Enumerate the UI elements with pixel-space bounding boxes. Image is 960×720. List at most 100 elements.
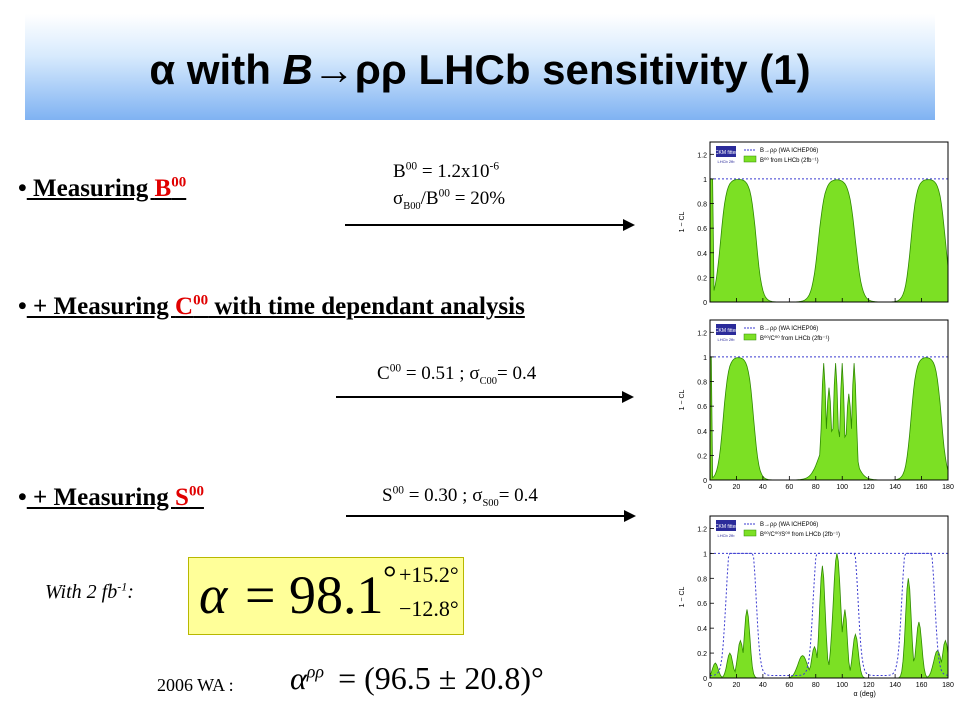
c00-sup: 00	[389, 362, 402, 375]
x-tick-label: 120	[863, 682, 875, 689]
s00-val: = 0.30 ; σ	[403, 485, 483, 506]
title-arrow: →	[312, 46, 355, 93]
bullet-lead: Measuring	[26, 175, 155, 202]
b00-text: = 1.2x10	[417, 161, 490, 182]
result-plus-error: +15.2°	[399, 562, 459, 587]
x-tick-label: 100	[836, 682, 848, 689]
y-tick-label: 0.4	[697, 626, 707, 633]
x-tick-label: 140	[889, 682, 901, 689]
wa-label: 2006 WA :	[157, 675, 234, 695]
x-tick-label: 80	[812, 484, 820, 491]
bullet-measuring-c00: • + Measuring C00 with time dependant an…	[18, 292, 525, 322]
title-rest: LHCb sensitivity (1)	[406, 46, 811, 93]
slide-title: α with B→ρρ LHCb sensitivity (1)	[25, 44, 935, 96]
result-minus-error: −12.8°	[399, 596, 459, 621]
x-tick-label: 180	[942, 484, 954, 491]
title-alpha: α	[149, 46, 176, 93]
plot-background	[676, 508, 960, 720]
x-tick-label: 60	[785, 682, 793, 689]
bullet-measuring-s00: • + Measuring S00	[18, 483, 204, 513]
s00-note: S00 = 0.30 ; σS00= 0.4	[382, 484, 538, 509]
c00-sub: C00	[479, 375, 497, 387]
bullet-red-text: B	[154, 175, 172, 202]
cl-filled-region	[709, 178, 949, 303]
y-axis-label: 1 − CL	[679, 389, 686, 410]
x-tick-label: 60	[785, 484, 793, 491]
bullet-red: B00	[155, 175, 187, 202]
y-tick-label: 0.2	[697, 275, 707, 282]
y-tick-label: 1.2	[697, 152, 707, 159]
s00-err: = 0.4	[498, 485, 538, 506]
y-axis-label: 1 − CL	[679, 586, 686, 607]
bullet-red-sup: 00	[188, 483, 204, 500]
with-label-sup: -1	[117, 579, 128, 594]
b00-symbol: B	[393, 161, 406, 182]
x-tick-label: 40	[759, 484, 767, 491]
x-tick-label: 0	[708, 682, 712, 689]
ckm-logo	[716, 324, 736, 335]
b00-err-text: /B	[420, 188, 439, 209]
arrow-s00	[346, 510, 636, 522]
ckm-logo-sub: LHCb 2fb	[718, 533, 736, 538]
arrow-c00	[336, 391, 634, 403]
y-tick-label: 0.4	[697, 429, 707, 436]
s00-sup: 00	[392, 484, 404, 497]
legend-fill-swatch	[743, 333, 757, 341]
legend-fill-label: B⁰⁰/C⁰⁰/S⁰⁰ from LHCb (2fb⁻¹)	[760, 531, 840, 538]
bullet-dot: •	[18, 484, 27, 511]
y-tick-label: 1	[703, 551, 707, 558]
bullet-red-sup: 00	[171, 174, 187, 191]
bullet-red-sup: 00	[193, 292, 209, 309]
x-tick-label: 180	[942, 682, 954, 689]
ckm-logo-text: CKM fitter	[715, 524, 738, 530]
result-alpha: α	[199, 565, 228, 625]
b00-err-sub: B00	[403, 200, 421, 212]
bullet-measuring-b00: • Measuring B00	[18, 174, 186, 204]
cl-filled-region	[709, 356, 949, 481]
plot-b00: 0 0.2 0.4 0.6 0.8 1 1.2 1 − CL CKM fitter LHCb 2f…	[676, 134, 960, 312]
x-tick-label: 0	[708, 484, 712, 491]
y-tick-label: 1	[703, 177, 707, 184]
sigma-symbol: σ	[393, 188, 404, 209]
bullet-lead: + Measuring	[26, 293, 176, 320]
arrow-b00	[345, 219, 635, 231]
legend-fill-label: B⁰⁰ from LHCb (2fb⁻¹)	[760, 157, 819, 164]
x-tick-label: 160	[916, 682, 928, 689]
c00-val: = 0.51 ; σ	[401, 363, 480, 384]
x-tick-label: 120	[863, 484, 875, 491]
y-tick-label: 0.8	[697, 202, 707, 209]
bullet-red: C00	[175, 293, 208, 320]
b00-err-val: = 20%	[450, 188, 506, 209]
y-tick-label: 1	[703, 355, 707, 362]
alpha-result-box: α = 98.1 ° +15.2° −12.8°	[188, 557, 464, 635]
plot-b00-c00: 0 0.2 0.4 0.6 0.8 1 1.2 0 20 40 60 80 100 120 140 160 18…	[676, 314, 960, 500]
bullet-red-text: C	[175, 293, 194, 320]
y-tick-label: 0.6	[697, 226, 707, 233]
wa-formula: αρρ = (96.5 ± 20.8)°	[290, 660, 544, 697]
x-tick-label: 160	[916, 484, 928, 491]
b00-err-sup: 00	[438, 187, 450, 200]
ckm-logo	[716, 520, 736, 531]
y-axis-label: 1 − CL	[679, 211, 686, 232]
legend-line-label: B→ρρ (WA ICHEP06)	[760, 522, 818, 528]
legend-fill-swatch	[743, 529, 757, 537]
ckm-logo-sub: LHCb 2fb	[718, 337, 736, 342]
plot-frame	[709, 319, 949, 481]
y-tick-label: 1.2	[697, 330, 707, 337]
x-tick-label: 40	[759, 682, 767, 689]
b00-value-note: B00 = 1.2x10-6	[393, 160, 499, 184]
x-tick-label: 100	[836, 484, 848, 491]
b00-exp: -6	[489, 160, 500, 173]
title-b: B	[282, 46, 313, 93]
bullet-red-text: S	[175, 484, 189, 511]
bullet-red: S00	[175, 484, 204, 511]
bullet-dot: •	[18, 175, 27, 202]
cl-filled-region	[709, 553, 949, 679]
y-tick-label: 1.2	[697, 526, 707, 533]
title-rhorho: ρρ	[354, 46, 407, 93]
legend-line-label: B→ρρ (WA ICHEP06)	[760, 326, 818, 332]
ckm-logo	[716, 146, 736, 157]
with-label-text: With 2 fb	[45, 581, 118, 603]
with-label-colon: :	[127, 581, 134, 603]
y-tick-label: 0.2	[697, 651, 707, 658]
